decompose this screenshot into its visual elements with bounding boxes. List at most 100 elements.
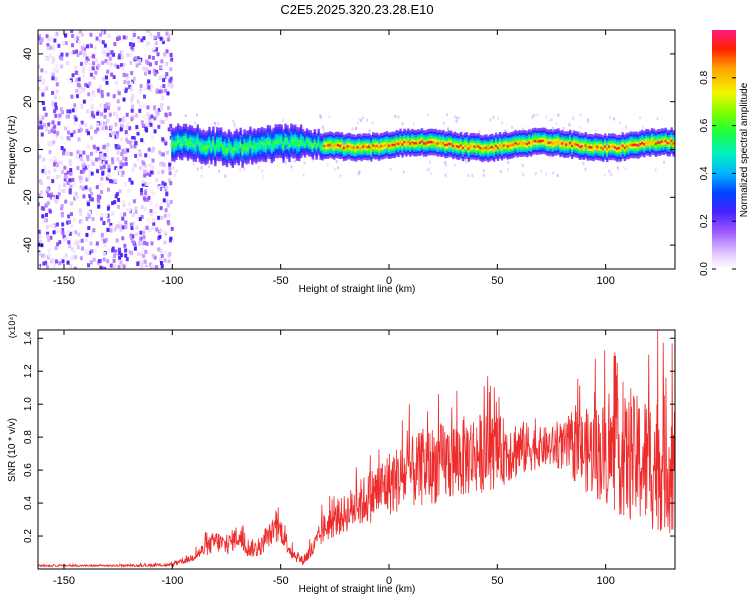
- heatmap-cell: [140, 120, 144, 125]
- snr-y-scale-label: (x10⁴): [7, 314, 17, 338]
- heatmap-cell: [258, 142, 262, 146]
- heatmap-cell: [74, 255, 78, 260]
- heatmap-cell: [401, 135, 404, 139]
- heatmap-cell: [506, 156, 510, 160]
- heatmap-cell: [208, 143, 211, 147]
- heatmap-cell: [455, 149, 459, 153]
- heatmap-cell: [151, 253, 155, 258]
- heatmap-cell: [142, 230, 146, 235]
- heatmap-cell: [57, 115, 61, 120]
- heatmap-cell: [229, 162, 233, 166]
- heatmap-cell: [175, 147, 178, 151]
- heatmap-cell: [452, 144, 455, 148]
- heatmap-cell: [658, 143, 662, 147]
- heatmap-cell: [170, 57, 174, 62]
- heatmap-cell: [590, 155, 593, 159]
- heatmap-cell: [446, 131, 449, 134]
- heatmap-cell: [516, 152, 519, 156]
- heatmap-cell: [45, 34, 49, 39]
- heatmap-cell: [142, 139, 146, 144]
- heatmap-cell: [504, 138, 508, 142]
- heatmap-cell: [231, 141, 235, 144]
- heatmap-cell: [241, 138, 244, 142]
- heatmap-cell: [313, 133, 316, 137]
- heatmap-cell: [202, 153, 205, 157]
- heatmap-cell: [574, 155, 578, 158]
- heatmap-cell: [381, 142, 385, 146]
- heatmap-cell: [128, 85, 132, 90]
- heatmap-cell: [119, 212, 123, 217]
- heatmap-cell: [194, 154, 198, 158]
- heatmap-cell: [631, 146, 634, 149]
- heatmap-cell: [284, 128, 287, 132]
- heatmap-cell: [374, 135, 377, 138]
- heatmap-cell: [333, 168, 336, 172]
- heatmap-cell: [190, 140, 194, 143]
- heatmap-cell: [51, 44, 55, 49]
- heatmap-cell: [592, 141, 595, 145]
- heatmap-cell: [446, 133, 449, 137]
- heatmap-cell: [547, 146, 550, 149]
- heatmap-cell: [280, 124, 283, 128]
- heatmap-cell: [133, 144, 137, 149]
- heatmap-cell: [129, 222, 133, 227]
- heatmap-cell: [526, 140, 529, 143]
- heatmap-cell: [572, 147, 576, 150]
- heatmap-cell: [565, 136, 568, 139]
- heatmap-cell: [588, 155, 591, 158]
- heatmap-cell: [223, 162, 227, 166]
- heatmap-cell: [385, 135, 389, 139]
- heatmap-cell: [121, 225, 125, 230]
- heatmap-cell: [280, 126, 283, 130]
- heatmap-cell: [641, 144, 644, 147]
- heatmap-cell: [354, 135, 357, 138]
- heatmap-cell: [541, 134, 545, 138]
- heatmap-cell: [188, 153, 192, 157]
- heatmap-cell: [142, 104, 146, 109]
- heatmap-cell: [131, 93, 135, 98]
- heatmap-cell: [120, 50, 124, 55]
- heatmap-cell: [309, 147, 313, 150]
- heatmap-cell: [196, 131, 199, 135]
- heatmap-cell: [218, 127, 221, 131]
- heatmap-cell: [194, 135, 198, 138]
- heatmap-cell: [303, 145, 307, 148]
- heatmap-cell: [639, 115, 642, 119]
- heatmap-cell: [115, 224, 119, 229]
- heatmap-cell: [479, 156, 482, 159]
- heatmap-cell: [247, 161, 250, 164]
- heatmap-cell: [496, 151, 500, 154]
- heatmap-cell: [650, 152, 654, 155]
- heatmap-cell: [282, 141, 285, 144]
- heatmap-cell: [162, 198, 166, 203]
- heatmap-cell: [210, 137, 213, 141]
- heatmap-cell: [498, 141, 502, 145]
- heatmap-cell: [301, 133, 305, 137]
- heatmap-cell: [204, 160, 207, 163]
- heatmap-cell: [251, 147, 254, 151]
- heatmap-cell: [455, 144, 459, 148]
- heatmap-cell: [173, 142, 176, 146]
- heatmap-cell: [639, 147, 642, 151]
- heatmap-cell: [227, 131, 231, 135]
- heatmap-cell: [49, 158, 53, 163]
- heatmap-cell: [75, 88, 79, 93]
- heatmap-cell: [335, 143, 338, 147]
- heatmap-cell: [489, 158, 492, 161]
- heatmap-cell: [481, 149, 484, 153]
- heatmap-cell: [645, 131, 648, 134]
- heatmap-cell: [164, 114, 168, 119]
- heatmap-cell: [116, 150, 120, 155]
- heatmap-cell: [361, 116, 364, 120]
- heatmap-cell: [229, 148, 233, 152]
- heatmap-cell: [452, 154, 455, 157]
- heatmap-cell: [311, 149, 315, 153]
- heatmap-cell: [296, 146, 299, 149]
- heatmap-cell: [407, 133, 410, 136]
- heatmap-cell: [617, 141, 621, 145]
- heatmap-cell: [44, 203, 48, 208]
- heatmap-cell: [184, 142, 188, 146]
- heatmap-cell: [342, 153, 346, 157]
- heatmap-cell: [192, 147, 196, 150]
- heatmap-cell: [409, 142, 412, 145]
